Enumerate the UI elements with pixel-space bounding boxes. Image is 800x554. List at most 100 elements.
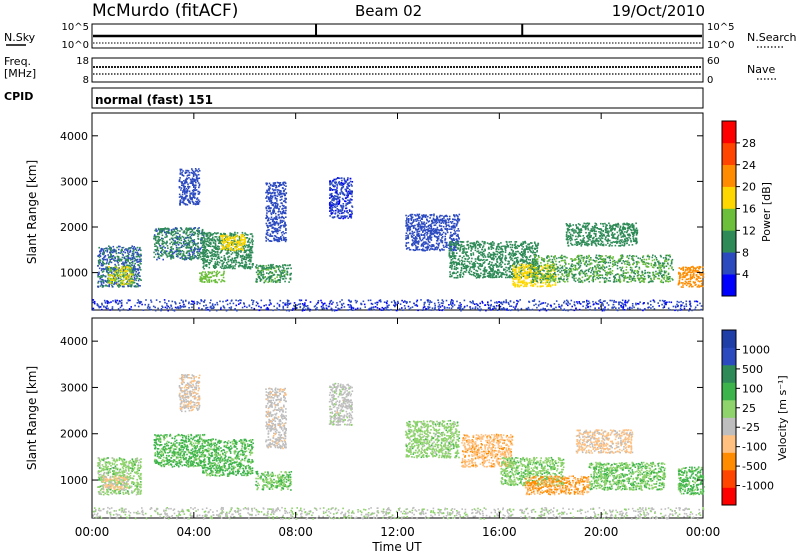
echo-cell — [192, 193, 195, 195]
echo-cell — [270, 212, 272, 214]
echo-cell — [204, 264, 207, 266]
echo-cell — [418, 234, 421, 237]
echo-cell — [181, 255, 183, 258]
echo-cell — [436, 248, 438, 251]
echo-cell — [226, 246, 228, 248]
echo-cell — [525, 248, 527, 250]
echo-cell — [167, 232, 169, 234]
echo-cell — [99, 259, 102, 262]
echo-cell — [349, 201, 352, 204]
echo-cell — [461, 262, 463, 264]
echo-cell — [508, 270, 511, 273]
echo-cell — [227, 244, 229, 247]
echo-cell — [236, 256, 239, 259]
echo-cell — [194, 173, 197, 175]
echo-cell — [127, 267, 130, 269]
echo-cell — [172, 231, 175, 233]
echo-cell — [453, 239, 455, 241]
echo-cell — [338, 199, 341, 201]
echo-cell — [191, 257, 194, 260]
echo-cell — [405, 234, 407, 237]
echo-cell — [161, 240, 164, 243]
echo-cell — [127, 277, 129, 280]
echo-cell — [160, 229, 162, 232]
echo-cell — [224, 247, 227, 249]
echo-cell — [118, 283, 121, 286]
echo-cell — [534, 251, 537, 254]
echo-cell — [268, 182, 271, 185]
echo-cell — [124, 268, 126, 270]
echo-cell — [180, 246, 183, 248]
echo-cell — [280, 225, 282, 227]
echo-cell — [129, 266, 132, 268]
echo-cell — [181, 250, 184, 252]
echo-cell — [203, 241, 205, 244]
echo-cell — [126, 270, 128, 272]
echo-cell — [518, 268, 521, 270]
echo-cell — [274, 217, 276, 220]
echo-cell — [126, 278, 128, 280]
echo-cell — [243, 241, 246, 243]
echo-cell — [405, 220, 407, 222]
echo-cell — [276, 191, 279, 193]
echo-cell — [110, 249, 113, 251]
echo-cell — [453, 215, 456, 218]
echo-cell — [208, 237, 210, 240]
echo-cell — [487, 256, 490, 258]
echo-cell — [270, 280, 273, 283]
echo-cell — [272, 231, 275, 233]
echo-cell — [415, 229, 417, 231]
echo-cell — [101, 278, 103, 281]
echo-cell — [194, 193, 196, 196]
echo-cell — [515, 264, 518, 267]
echo-cell — [534, 242, 536, 244]
echo-cell — [181, 201, 183, 204]
echo-cell — [528, 268, 530, 271]
echo-cell — [187, 239, 190, 242]
echo-cell — [125, 274, 128, 276]
echo-cell — [340, 204, 342, 207]
echo-cell — [421, 222, 424, 225]
echo-cell — [194, 256, 197, 258]
echo-cell — [230, 253, 233, 256]
echo-cell — [181, 197, 183, 200]
echo-cell — [412, 221, 414, 223]
echo-cell — [333, 197, 336, 199]
echo-cell — [191, 182, 193, 185]
echo-cell — [173, 233, 175, 236]
echo-cell — [161, 239, 164, 242]
echo-cell — [205, 240, 207, 243]
echo-cell — [132, 274, 135, 276]
echo-cell — [406, 227, 408, 230]
echo-cell — [488, 252, 490, 254]
echo-cell — [418, 213, 421, 216]
echo-cell — [271, 279, 273, 281]
echo-cell — [101, 253, 104, 256]
echo-cell — [477, 244, 479, 246]
echo-cell — [282, 220, 285, 222]
echo-cell — [521, 275, 523, 277]
echo-cell — [215, 255, 218, 257]
echo-cell — [127, 250, 129, 253]
echo-cell — [345, 211, 348, 213]
echo-cell — [271, 224, 273, 226]
echo-cell — [127, 285, 129, 288]
echo-cell — [456, 239, 458, 242]
echo-cell — [444, 245, 447, 248]
echo-cell — [345, 190, 348, 192]
freq-right-tick-bottom: 0 — [707, 75, 713, 86]
echo-cell — [163, 230, 165, 232]
echo-cell — [177, 244, 180, 246]
echo-cell — [277, 182, 280, 184]
echo-cell — [274, 194, 277, 197]
echo-cell — [188, 227, 191, 230]
echo-cell — [456, 230, 458, 232]
echo-cell — [249, 267, 251, 270]
echo-cell — [522, 256, 524, 259]
echo-cell — [201, 237, 204, 239]
echo-cell — [282, 269, 285, 271]
echo-cell — [189, 192, 192, 195]
echo-cell — [180, 237, 182, 240]
echo-cell — [195, 181, 197, 184]
echo-cell — [518, 245, 520, 247]
